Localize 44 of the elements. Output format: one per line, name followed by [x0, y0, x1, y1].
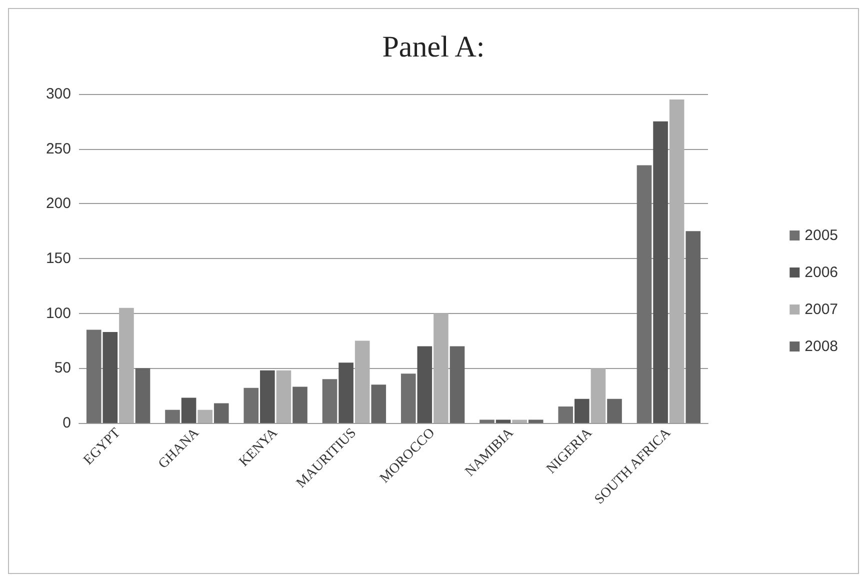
bar — [686, 231, 701, 423]
y-tick-label: 100 — [46, 304, 71, 322]
bar — [417, 346, 432, 423]
bar — [607, 398, 622, 423]
bar — [636, 165, 652, 423]
legend-label: 2006 — [804, 264, 838, 281]
bar — [214, 403, 229, 423]
bar — [653, 121, 668, 423]
y-tick-label: 250 — [46, 140, 71, 158]
bar — [322, 379, 338, 423]
y-tick-label: 200 — [46, 195, 71, 212]
bar — [512, 420, 527, 423]
y-tick-label: 150 — [46, 250, 71, 267]
bar — [574, 398, 590, 423]
bar — [450, 346, 465, 423]
y-tick-label: 300 — [46, 86, 71, 102]
bar — [496, 420, 511, 423]
chart-title: Panel A: — [382, 30, 485, 64]
bar — [558, 406, 574, 423]
bar — [338, 362, 354, 423]
bar — [590, 368, 606, 423]
bar — [181, 398, 196, 423]
bar — [434, 313, 448, 423]
bar — [165, 410, 180, 423]
bar — [292, 386, 308, 423]
bar — [198, 410, 212, 423]
legend-label: 2005 — [804, 227, 838, 244]
bar — [371, 384, 386, 423]
bar — [86, 330, 102, 423]
y-tick-label: 50 — [54, 360, 71, 377]
y-tick-label: 0 — [62, 414, 71, 432]
bar — [276, 370, 292, 423]
bar — [135, 368, 150, 423]
bar — [400, 374, 416, 423]
legend-label: 2007 — [804, 301, 838, 318]
bar — [119, 308, 134, 423]
bar — [102, 332, 118, 423]
bar — [260, 370, 275, 423]
bar — [480, 420, 494, 423]
legend-label: 2008 — [804, 338, 838, 355]
bar — [244, 388, 259, 423]
bar — [354, 340, 370, 423]
bar — [528, 420, 544, 423]
bar — [669, 99, 684, 423]
